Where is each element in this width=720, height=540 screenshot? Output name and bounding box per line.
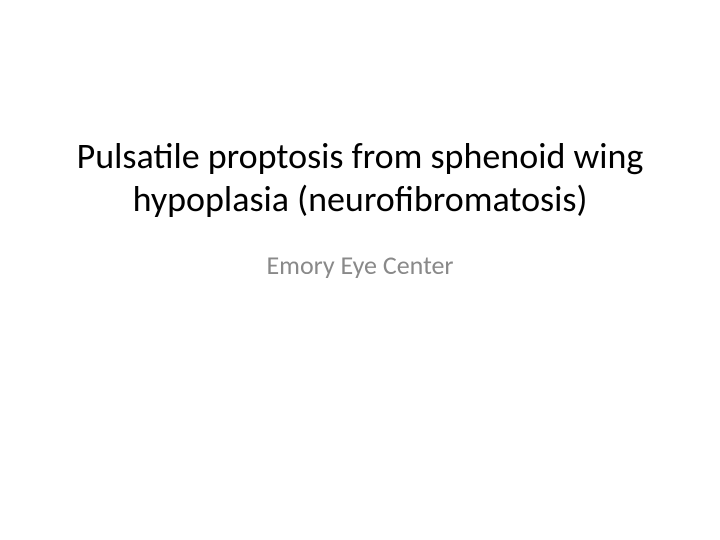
slide-subtitle: Emory Eye Center bbox=[266, 249, 453, 281]
slide-title: Pulsatile proptosis from sphenoid wing h… bbox=[30, 135, 690, 221]
slide-container: Pulsatile proptosis from sphenoid wing h… bbox=[0, 0, 720, 540]
